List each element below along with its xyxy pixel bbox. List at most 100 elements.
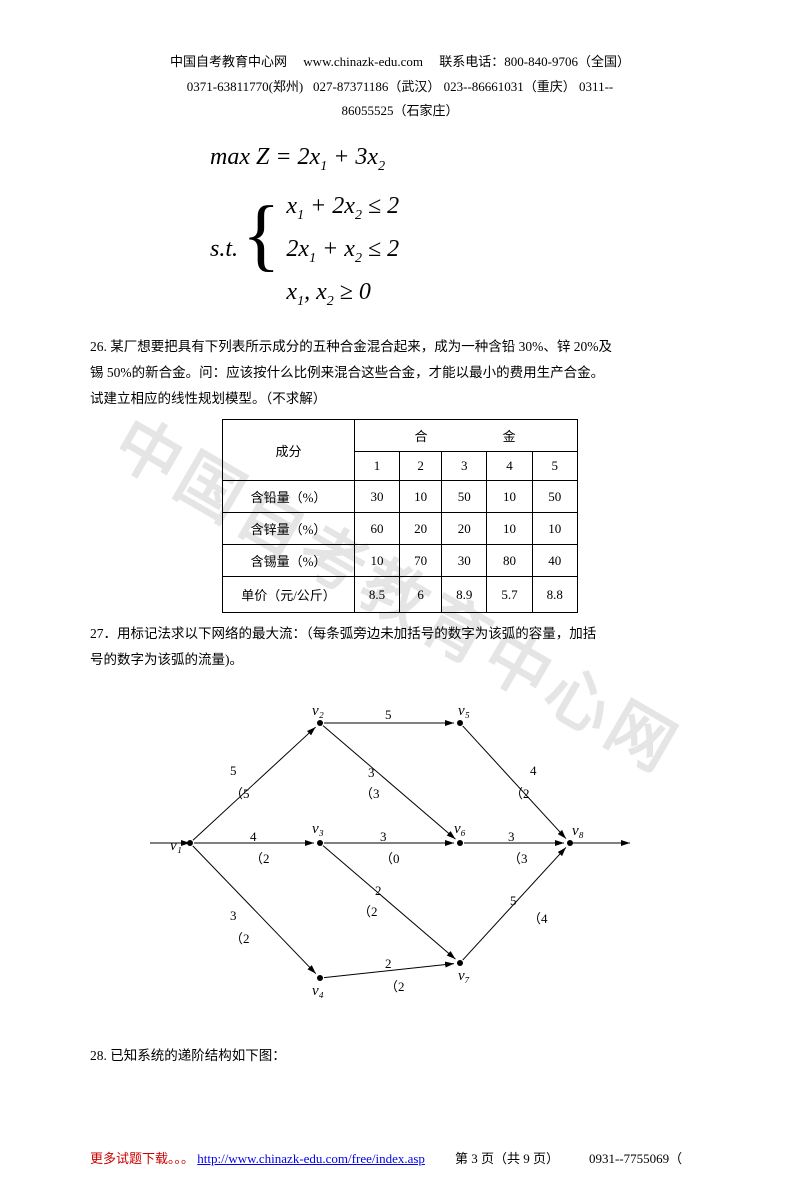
lp-objective: max Z = 2x1 + 3x2: [210, 144, 710, 175]
edge-flow: （3: [508, 848, 528, 867]
graph-node-label: v₂: [312, 703, 324, 720]
cell: 30: [354, 481, 399, 513]
cell: 6: [400, 577, 442, 613]
q27-line1: 27．用标记法求以下网络的最大流：（每条弧旁边未加括号的数字为该弧的容量，加括: [90, 626, 596, 641]
cell: 10: [400, 481, 442, 513]
edge-capacity: 3: [230, 908, 237, 924]
edge-capacity: 3: [508, 829, 515, 845]
footer-right-phone: 0931--7755069（: [589, 1148, 682, 1167]
th-alloy-left: 合: [354, 420, 441, 452]
header-phone-zhengzhou: 0371-63811770(郑州): [187, 79, 304, 94]
graph-node-label: v₆: [454, 821, 466, 838]
edge-flow: （2: [230, 928, 250, 947]
col-num: 1: [354, 452, 399, 481]
table-row: 成分 合 金: [223, 420, 578, 452]
header-contact-label: 联系电话：: [439, 54, 504, 69]
cell: 50: [442, 481, 487, 513]
q26-line3: 试建立相应的线性规划模型。（不求解）: [90, 391, 326, 406]
edge-flow: （3: [360, 783, 380, 802]
graph-node-label: v₄: [312, 983, 324, 1000]
graph-node-label: v₁: [170, 838, 182, 855]
table-row: 含锌量（%） 60 20 20 10 10: [223, 513, 578, 545]
row-label: 单价（元/公斤）: [223, 577, 355, 613]
header-phone-hebei-prefix: 0311--: [579, 79, 613, 94]
q28-text: 28. 已知系统的递阶结构如下图：: [90, 1043, 710, 1069]
cell: 40: [532, 545, 577, 577]
q26-line1: 26. 某厂想要把具有下列表所示成分的五种合金混合起来，成为一种含铅 30%、锌…: [90, 339, 612, 354]
cell: 80: [487, 545, 532, 577]
graph-node-label: v₇: [458, 968, 470, 985]
edge-capacity: 3: [380, 829, 387, 845]
q26-line2: 锡 50%的新合金。问：应该按什么比例来混合这些合金，才能以最小的费用生产合金。: [90, 365, 604, 380]
lp-equations: max Z = 2x1 + 3x2 s.t. { x1 + 2x2 ≤ 2 2x…: [90, 144, 710, 314]
edge-capacity: 5: [230, 763, 237, 779]
cell: 60: [354, 513, 399, 545]
cell: 20: [400, 513, 442, 545]
lp-constraints: s.t. { x1 + 2x2 ≤ 2 2x1 + x2 ≤ 2 x1, x2 …: [210, 185, 710, 315]
edge-flow: （2: [385, 976, 405, 995]
header-phone-shijiazhuang: 86055525（石家庄）: [341, 103, 458, 118]
lp-constraint-2: 2x1 + x2 ≤ 2: [286, 228, 399, 271]
lp-st-label: s.t.: [210, 236, 238, 263]
th-component: 成分: [223, 420, 355, 481]
row-label: 含铅量（%）: [223, 481, 355, 513]
edge-capacity: 2: [385, 956, 392, 972]
graph-node-label: v₃: [312, 821, 324, 838]
graph-node-label: v₈: [572, 823, 584, 840]
edge-flow: （0: [380, 848, 400, 867]
footer-page-info: 第 3 页（共 9 页）: [455, 1148, 559, 1167]
edge-flow: （2: [250, 848, 270, 867]
edge-capacity: 5: [510, 893, 517, 909]
edge-flow: （2: [358, 901, 378, 920]
header-phone-wuhan: 027-87371186（武汉）: [313, 79, 440, 94]
col-num: 2: [400, 452, 442, 481]
q27-text: 27．用标记法求以下网络的最大流：（每条弧旁边未加括号的数字为该弧的容量，加括 …: [90, 621, 710, 672]
edge-flow: （5: [230, 783, 250, 802]
brace-icon: {: [242, 185, 280, 315]
cell: 8.8: [532, 577, 577, 613]
cell: 10: [487, 481, 532, 513]
q27-line2: 号的数字为该弧的流量)。: [90, 652, 243, 667]
footer-download-link[interactable]: http://www.chinazk-edu.com/free/index.as…: [197, 1151, 425, 1166]
cell: 10: [354, 545, 399, 577]
edge-capacity: 4: [530, 763, 537, 779]
edge-capacity: 3: [368, 765, 375, 781]
q26-text: 26. 某厂想要把具有下列表所示成分的五种合金混合起来，成为一种含铅 30%、锌…: [90, 334, 710, 411]
header-phone-chongqing: 023--86661031（重庆）: [444, 79, 576, 94]
cell: 30: [442, 545, 487, 577]
cell: 8.9: [442, 577, 487, 613]
alloy-table: 成分 合 金 1 2 3 4 5 含铅量（%） 30 10 50 10 50 含…: [222, 419, 578, 613]
row-label: 含锡量（%）: [223, 545, 355, 577]
edge-capacity: 4: [250, 829, 257, 845]
edge-flow: （4: [528, 908, 548, 927]
header-site-url: www.chinazk-edu.com: [303, 54, 423, 69]
table-row: 含铅量（%） 30 10 50 10 50: [223, 481, 578, 513]
cell: 10: [487, 513, 532, 545]
cell: 5.7: [487, 577, 532, 613]
edge-flow: （2: [510, 783, 530, 802]
cell: 20: [442, 513, 487, 545]
header-site-name: 中国自考教育中心网: [170, 54, 287, 69]
edge-capacity: 2: [375, 883, 382, 899]
row-label: 含锌量（%）: [223, 513, 355, 545]
col-num: 4: [487, 452, 532, 481]
header-phone-national: 800-840-9706（全国）: [504, 54, 630, 69]
cell: 10: [532, 513, 577, 545]
footer-more-label: 更多试题下载。。。: [90, 1151, 194, 1166]
cell: 8.5: [354, 577, 399, 613]
lp-constraint-1: x1 + 2x2 ≤ 2: [286, 185, 399, 228]
col-num: 5: [532, 452, 577, 481]
network-graph: 5（54（23（253（33（02（22（24（23（35（4v₁v₂v₃v₄v…: [140, 683, 640, 1013]
edge-capacity: 5: [385, 707, 392, 723]
graph-node-label: v₅: [458, 703, 470, 720]
page-footer: 更多试题下载。。。 http://www.chinazk-edu.com/fre…: [90, 1148, 800, 1167]
lp-constraint-3: x1, x2 ≥ 0: [286, 271, 399, 314]
page: 中国自考教育中心网 中国自考教育中心网 www.chinazk-edu.com …: [0, 0, 800, 1182]
table-row: 单价（元/公斤） 8.5 6 8.9 5.7 8.8: [223, 577, 578, 613]
col-num: 3: [442, 452, 487, 481]
page-header: 中国自考教育中心网 www.chinazk-edu.com 联系电话：800-8…: [90, 50, 710, 124]
th-alloy-right: 金: [442, 420, 578, 452]
cell: 70: [400, 545, 442, 577]
cell: 50: [532, 481, 577, 513]
table-row: 含锡量（%） 10 70 30 80 40: [223, 545, 578, 577]
